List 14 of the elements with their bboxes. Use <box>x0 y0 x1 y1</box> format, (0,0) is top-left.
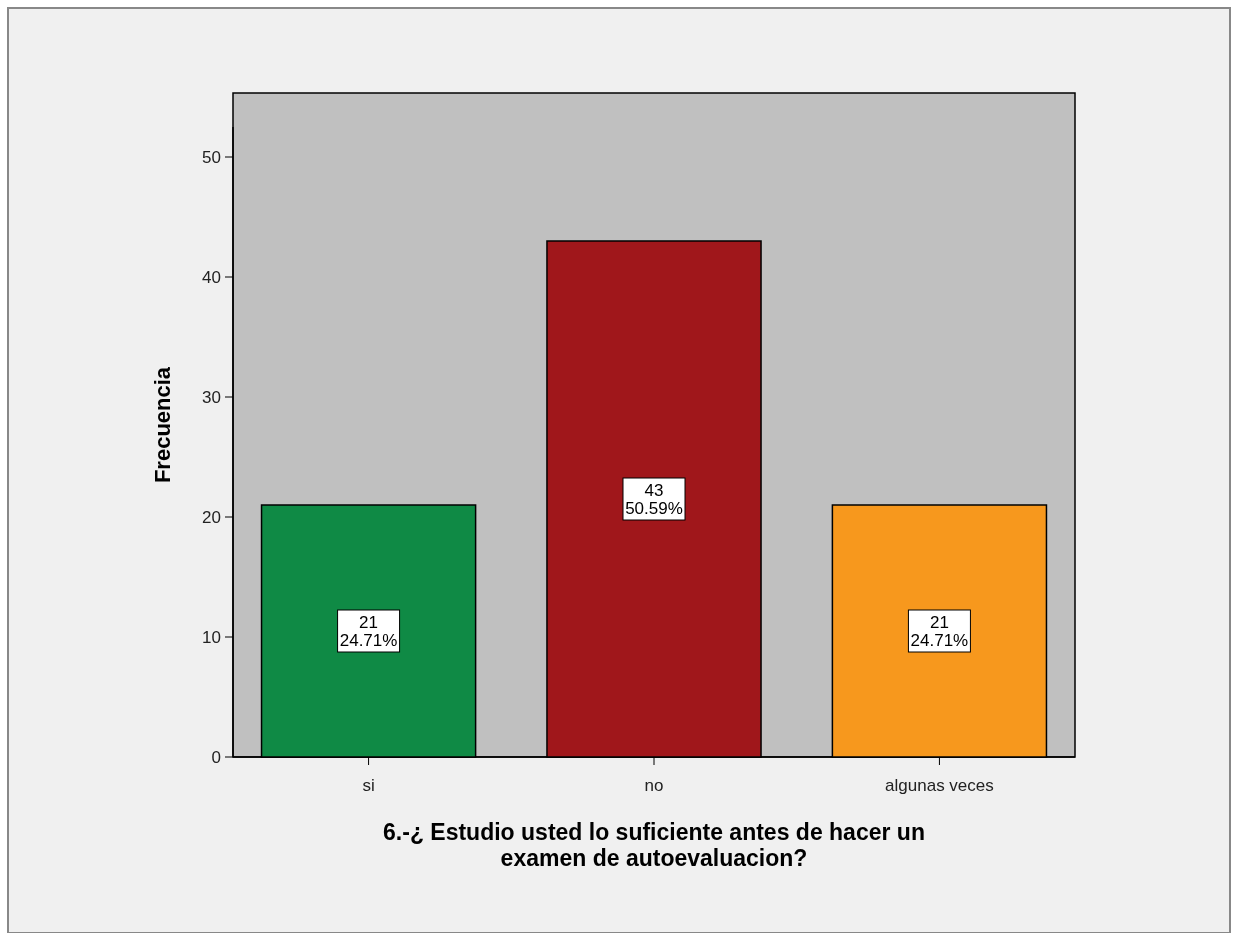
y-axis-title: Frecuencia <box>150 366 175 484</box>
data-label: 21 24.71% <box>910 613 969 650</box>
y-tick-label: 50 <box>202 147 221 167</box>
y-tick-label: 10 <box>202 627 221 647</box>
x-tick-label: no <box>644 776 664 795</box>
data-label: 21 24.71% <box>339 613 398 650</box>
y-tick-label: 20 <box>202 507 221 527</box>
y-tick-label: 0 <box>211 747 221 767</box>
x-axis-title: 6.-¿ Estudio usted lo suficiente antes de hacer un examen de autoevaluacion? <box>383 819 925 871</box>
y-tick-label: 40 <box>202 267 221 287</box>
x-tick-label: si <box>362 776 375 795</box>
y-tick-label: 30 <box>202 387 221 407</box>
x-tick-label: algunas veces <box>885 776 994 795</box>
data-label: 43 50.59% <box>625 481 683 518</box>
